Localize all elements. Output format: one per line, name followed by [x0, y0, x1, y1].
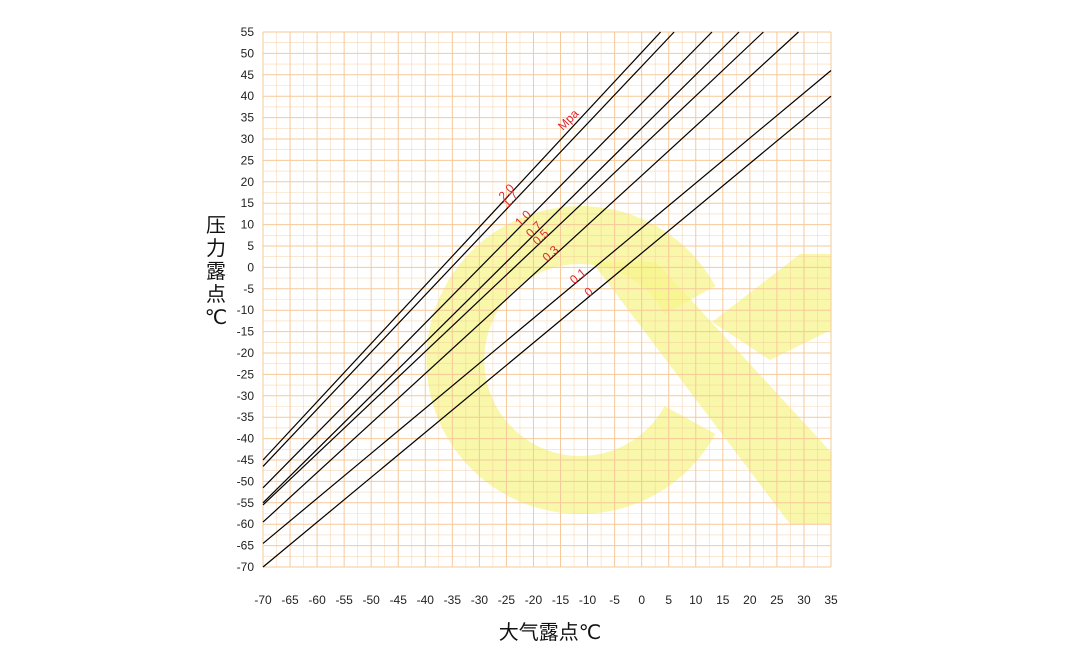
x-tick-label: -25	[498, 593, 516, 607]
x-tick-label: -60	[308, 593, 326, 607]
x-tick-label: -70	[254, 593, 272, 607]
series-line-0-7	[262, 31, 740, 504]
x-tick-label: -20	[525, 593, 543, 607]
y-tick-label: -60	[237, 517, 255, 531]
x-tick-label: 0	[638, 593, 645, 607]
y-tick-label: 0	[247, 260, 254, 274]
y-tick-label: 50	[241, 46, 255, 60]
x-tick-label: 25	[770, 593, 784, 607]
series-label: 0.1	[567, 265, 589, 287]
series-line-0-1	[262, 70, 832, 544]
y-tick-label: 20	[241, 175, 255, 189]
y-tick-label: -20	[237, 346, 255, 360]
y-tick-label: -35	[237, 410, 255, 424]
y-axis-title: 压力露点℃	[205, 213, 227, 329]
x-tick-label: -15	[552, 593, 570, 607]
y-tick-label: -70	[237, 560, 255, 574]
y-tick-label: -45	[237, 453, 255, 467]
series-line-0-3	[262, 31, 799, 523]
series-line-0	[262, 95, 832, 568]
series-label: 0	[582, 284, 596, 299]
y-tick-label: 10	[241, 218, 255, 232]
y-tick-label: -15	[237, 325, 255, 339]
series-line-0-5	[262, 31, 764, 506]
x-tick-label: -10	[579, 593, 597, 607]
y-tick-label: -30	[237, 389, 255, 403]
y-tick-label: -40	[237, 432, 255, 446]
x-tick-label: 15	[716, 593, 730, 607]
x-axis-ticks: -70 -65 -60 -55 -50 -45 -40 -35 -30 -25 -20 -15 -10-…	[254, 593, 838, 607]
y-tick-label: 25	[241, 153, 255, 167]
series-line-1-0	[262, 31, 713, 489]
unit-label: Mpa	[555, 106, 582, 133]
y-tick-label: -10	[237, 303, 255, 317]
x-tick-label: 20	[743, 593, 757, 607]
y-axis-ticks: 5550454035302520151050-5-10-15-20-25-30-…	[237, 25, 255, 574]
chart-series	[262, 31, 832, 568]
y-tick-label: 40	[241, 89, 255, 103]
y-tick-label: 55	[241, 25, 255, 39]
y-tick-label: -5	[243, 282, 254, 296]
x-tick-label: 30	[797, 593, 811, 607]
watermark-x-stroke-b	[712, 254, 831, 360]
x-tick-label: -65	[281, 593, 299, 607]
x-tick-label: 10	[689, 593, 703, 607]
x-tick-label: 35	[824, 593, 838, 607]
series-line-1-7	[262, 31, 675, 467]
y-tick-label: -50	[237, 474, 255, 488]
series-line-2-0	[262, 31, 662, 461]
chart-grid	[262, 31, 832, 568]
y-tick-label: 15	[241, 196, 255, 210]
y-tick-label: 30	[241, 132, 255, 146]
x-tick-label: -35	[444, 593, 462, 607]
x-tick-label: -50	[363, 593, 381, 607]
y-tick-label: -65	[237, 539, 255, 553]
y-tick-label: 35	[241, 111, 255, 125]
x-tick-label: -5	[609, 593, 620, 607]
x-tick-label: -40	[417, 593, 435, 607]
y-tick-label: 45	[241, 68, 255, 82]
x-axis-title: 大气露点℃	[499, 620, 601, 644]
x-tick-label: -55	[335, 593, 353, 607]
x-tick-label: 5	[665, 593, 672, 607]
y-tick-label: -55	[237, 496, 255, 510]
watermark-x-stroke-a	[592, 262, 831, 524]
x-tick-label: -30	[471, 593, 489, 607]
y-tick-label: -25	[237, 367, 255, 381]
x-tick-label: -45	[390, 593, 408, 607]
y-tick-label: 5	[247, 239, 254, 253]
